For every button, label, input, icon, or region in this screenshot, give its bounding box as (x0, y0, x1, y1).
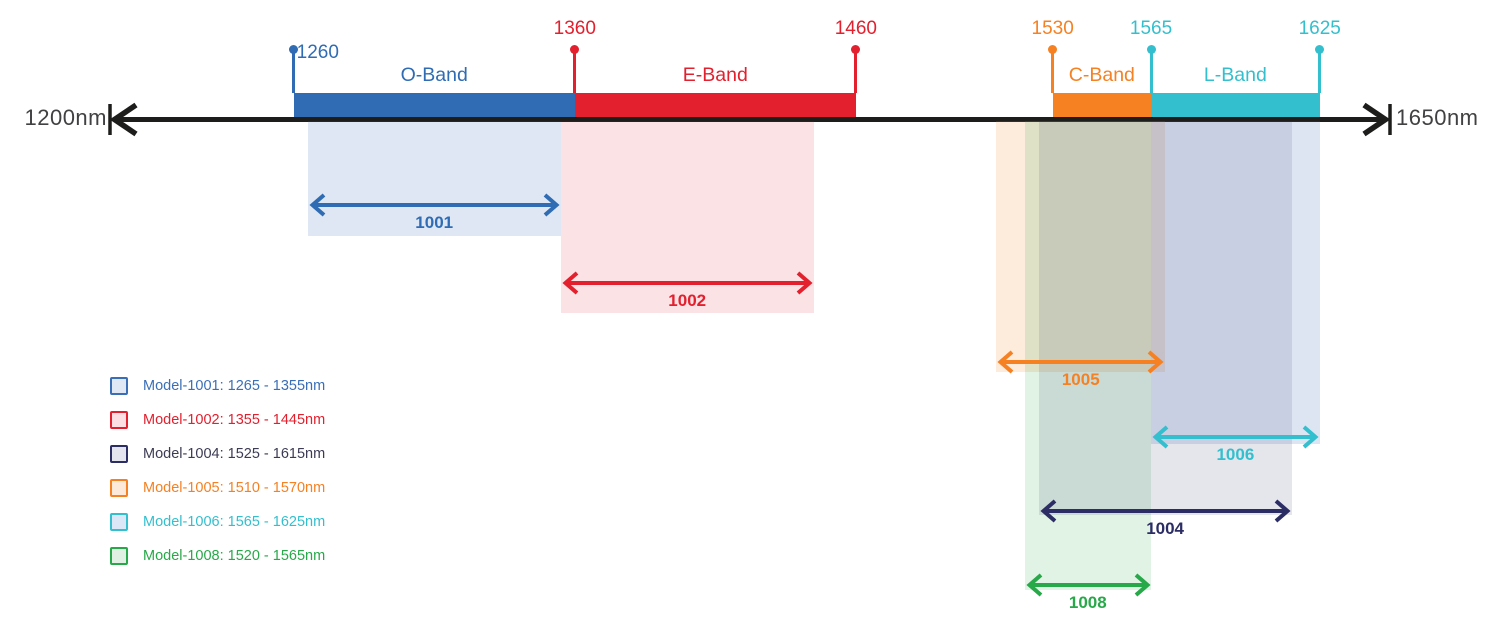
axis-line (108, 102, 1392, 137)
legend-item: Model-1006: 1565 - 1625nm (110, 505, 325, 539)
marker-label: 1625 (1298, 18, 1341, 39)
legend-swatch (110, 513, 128, 531)
legend-label: Model-1001: 1265 - 1355nm (143, 378, 326, 394)
legend-item: Model-1001: 1265 - 1355nm (110, 369, 325, 403)
legend-label: Model-1005: 1510 - 1570nm (143, 480, 326, 496)
range-arrow (562, 271, 813, 295)
band-label: E-Band (682, 64, 748, 86)
marker-pin (292, 49, 296, 93)
region-fill (1151, 121, 1320, 444)
legend-label: Model-1008: 1520 - 1565nm (143, 548, 326, 564)
marker-label: 1460 (834, 18, 878, 39)
range-arrow (997, 350, 1164, 374)
range-arrow (309, 193, 560, 217)
legend-swatch (110, 547, 128, 565)
legend-swatch (110, 411, 128, 429)
band-bar (574, 93, 856, 117)
axis-min-label: 1200nm (24, 105, 107, 130)
marker-label: 1565 (1129, 18, 1173, 39)
band-bar (293, 93, 575, 117)
marker-dot (851, 44, 861, 54)
legend: Model-1001: 1265 - 1355nm Model-1002: 135… (110, 369, 325, 573)
band-label: O-Band (400, 64, 468, 86)
marker-label: 1260 (296, 42, 339, 63)
region-label: 1002 (668, 291, 707, 310)
marker-pin (854, 49, 858, 93)
legend-item: Model-1008: 1520 - 1565nm (110, 539, 325, 573)
marker-pin (1318, 49, 1322, 93)
marker-pin (1149, 49, 1153, 93)
marker-label: 1530 (1031, 18, 1074, 39)
region-fill (996, 121, 1166, 372)
region-label: 1004 (1146, 519, 1185, 538)
band-bar (1151, 93, 1320, 117)
legend-item: Model-1004: 1525 - 1615nm (110, 437, 325, 471)
marker-dot (1315, 44, 1325, 54)
region-label: 1006 (1216, 445, 1255, 464)
legend-item: Model-1005: 1510 - 1570nm (110, 471, 325, 505)
axis-max-label: 1650nm (1396, 105, 1479, 130)
legend-label: Model-1006: 1565 - 1625nm (143, 514, 326, 530)
marker-dot (1146, 44, 1156, 54)
region-label: 1005 (1061, 370, 1100, 389)
range-arrow (1152, 425, 1319, 449)
legend-swatch (110, 377, 128, 395)
legend-item: Model-1002: 1355 - 1445nm (110, 403, 325, 437)
region-label: 1001 (415, 213, 454, 232)
legend-label: Model-1002: 1355 - 1445nm (143, 412, 326, 428)
marker-dot (289, 44, 299, 54)
legend-label: Model-1004: 1525 - 1615nm (143, 446, 326, 462)
band-label: C-Band (1068, 64, 1135, 86)
marker-dot (1048, 44, 1058, 54)
marker-dot (570, 44, 580, 54)
marker-pin (1051, 49, 1055, 93)
marker-pin (573, 49, 577, 93)
range-arrow (1040, 499, 1291, 523)
legend-swatch (110, 445, 128, 463)
region-fill (1038, 121, 1292, 515)
band-label: L-Band (1203, 64, 1267, 86)
range-arrow (1025, 573, 1151, 597)
band-bar (1052, 93, 1152, 117)
region-label: 1008 (1068, 593, 1107, 612)
marker-label: 1360 (553, 18, 596, 39)
region-fill (307, 121, 561, 236)
legend-swatch (110, 479, 128, 497)
